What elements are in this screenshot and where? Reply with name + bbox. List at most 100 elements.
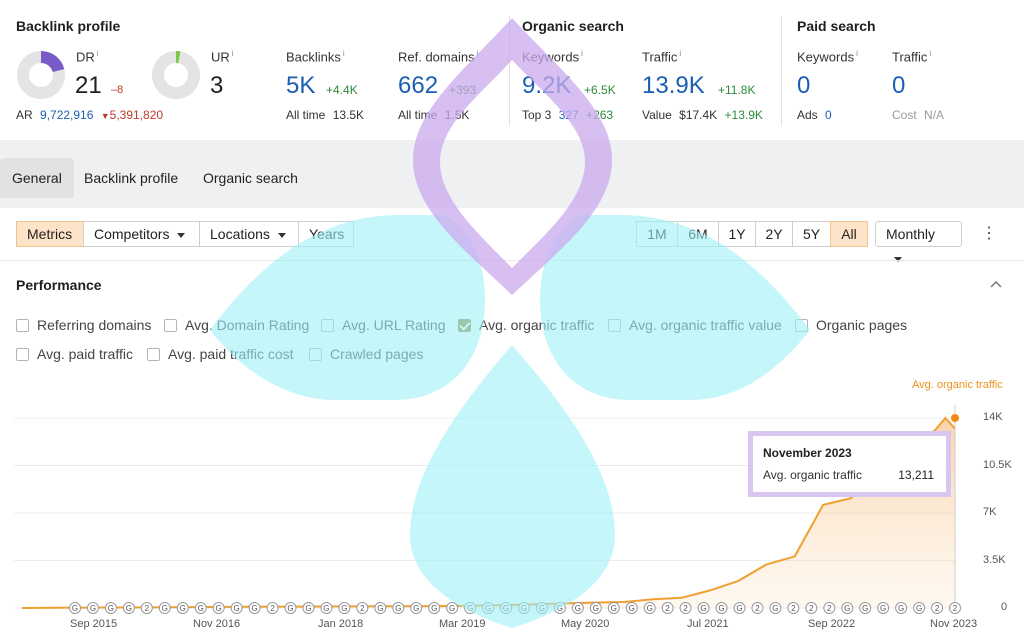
range-1m-button[interactable]: 1M (636, 221, 678, 247)
annotation-marker[interactable]: G (194, 602, 207, 614)
checkbox-icon[interactable] (147, 348, 160, 361)
annotation-marker[interactable]: G (913, 602, 926, 614)
annotation-marker[interactable]: G (589, 602, 602, 614)
info-icon[interactable]: i (342, 49, 345, 58)
data-point[interactable] (951, 414, 959, 422)
annotation-marker[interactable]: G (158, 602, 171, 614)
info-icon[interactable]: i (679, 49, 682, 58)
annotation-marker[interactable]: G (212, 602, 225, 614)
range-all-button[interactable]: All (830, 221, 868, 247)
annotation-marker[interactable]: 2 (931, 602, 944, 614)
info-icon[interactable]: i (581, 49, 583, 58)
range-2y-button[interactable]: 2Y (755, 221, 793, 247)
annotation-marker[interactable]: G (643, 602, 656, 614)
range-5y-button[interactable]: 5Y (792, 221, 831, 247)
annotation-marker[interactable]: G (248, 602, 261, 614)
checkbox-referring-domains[interactable]: Referring domains (16, 316, 151, 334)
annotation-marker[interactable]: G (571, 602, 584, 614)
annotation-marker[interactable]: 2 (266, 602, 279, 614)
annotation-marker[interactable]: G (338, 602, 351, 614)
checkbox-icon[interactable] (164, 319, 177, 332)
info-icon[interactable]: i (231, 49, 234, 58)
annotation-marker[interactable]: 2 (949, 602, 961, 614)
annotation-marker[interactable]: G (553, 602, 566, 614)
tab-organic-search[interactable]: Organic search (203, 170, 298, 186)
ar-value[interactable]: 9,722,916 (40, 108, 94, 122)
locations-dropdown[interactable]: Locations (199, 221, 299, 247)
years-button[interactable]: Years (298, 221, 354, 247)
annotation-marker[interactable]: 2 (140, 602, 153, 614)
ref-domains-value[interactable]: 662 (398, 72, 439, 99)
checkbox-avg-organic-traffic[interactable]: Avg. organic traffic (458, 316, 594, 334)
annotation-marker[interactable]: 2 (805, 602, 818, 614)
annotation-marker[interactable]: G (176, 602, 189, 614)
annotation-marker[interactable]: G (230, 602, 243, 614)
annotation-marker[interactable]: G (86, 602, 99, 614)
annotation-marker[interactable]: G (446, 602, 459, 614)
annotation-marker[interactable]: G (841, 602, 854, 614)
annotation-marker[interactable]: G (769, 602, 782, 614)
annotation-marker[interactable]: G (895, 602, 908, 614)
checkbox-avg-organic-traffic-value[interactable]: Avg. organic traffic value (608, 316, 782, 334)
annotation-marker[interactable]: G (733, 602, 746, 614)
checkbox-organic-pages[interactable]: Organic pages (795, 316, 907, 334)
paid-keywords-value[interactable]: 0 (797, 72, 811, 99)
annotation-marker[interactable]: G (104, 602, 117, 614)
annotation-marker[interactable]: 2 (661, 602, 674, 614)
annotation-marker[interactable]: G (625, 602, 638, 614)
competitors-dropdown[interactable]: Competitors (83, 221, 200, 247)
checkbox-icon[interactable] (321, 319, 334, 332)
info-icon[interactable]: i (96, 49, 99, 58)
annotation-marker[interactable]: G (374, 602, 387, 614)
annotation-marker[interactable]: G (69, 602, 81, 614)
paid-traffic-value[interactable]: 0 (892, 72, 906, 99)
checkbox-icon[interactable] (795, 319, 808, 332)
annotation-marker[interactable]: 2 (787, 602, 800, 614)
checkbox-avg-paid-traffic-cost[interactable]: Avg. paid traffic cost (147, 345, 294, 363)
checkbox-icon[interactable] (608, 319, 621, 332)
checkbox-icon[interactable] (309, 348, 322, 361)
annotation-marker[interactable]: G (284, 602, 297, 614)
tab-general[interactable]: General (0, 158, 74, 198)
checkbox-icon[interactable] (16, 348, 29, 361)
range-1y-button[interactable]: 1Y (718, 221, 756, 247)
annotation-marker[interactable]: G (302, 602, 315, 614)
annotation-marker[interactable]: G (500, 602, 513, 614)
organic-keywords-value[interactable]: 9.2K (522, 72, 572, 99)
annotation-marker[interactable]: G (464, 602, 477, 614)
checkbox-icon[interactable] (16, 319, 29, 332)
annotation-marker[interactable]: G (392, 602, 405, 614)
organic-traffic-value[interactable]: 13.9K (642, 72, 705, 99)
metrics-button[interactable]: Metrics (16, 221, 84, 247)
interval-dropdown[interactable]: Monthly (875, 221, 962, 262)
annotation-marker[interactable]: G (517, 602, 530, 614)
tab-backlink-profile[interactable]: Backlink profile (84, 170, 179, 186)
annotation-marker[interactable]: 2 (356, 602, 369, 614)
annotation-marker[interactable]: G (482, 602, 495, 614)
annotation-marker[interactable]: 2 (823, 602, 836, 614)
annotation-marker[interactable]: G (535, 602, 548, 614)
kebab-menu-icon[interactable]: ⋮ (981, 225, 997, 242)
info-icon[interactable]: i (856, 49, 858, 58)
annotation-marker[interactable]: G (122, 602, 135, 614)
annotation-marker[interactable]: G (410, 602, 423, 614)
annotation-marker[interactable]: G (320, 602, 333, 614)
checkbox-avg-paid-traffic[interactable]: Avg. paid traffic (16, 345, 133, 363)
chevron-up-icon[interactable] (989, 279, 1003, 289)
annotation-marker[interactable]: G (428, 602, 441, 614)
checkbox-avg-domain-rating[interactable]: Avg. Domain Rating (164, 316, 309, 334)
annotation-marker[interactable]: 2 (751, 602, 764, 614)
info-icon[interactable]: i (476, 49, 479, 58)
annotation-marker[interactable]: G (697, 602, 710, 614)
checkbox-checked-icon[interactable] (458, 319, 471, 332)
annotation-marker[interactable]: G (607, 602, 620, 614)
range-6m-button[interactable]: 6M (677, 221, 719, 247)
backlinks-value[interactable]: 5K (286, 72, 316, 99)
annotation-marker[interactable]: G (877, 602, 890, 614)
annotation-marker[interactable]: G (859, 602, 872, 614)
annotation-marker[interactable]: 2 (679, 602, 692, 614)
checkbox-crawled-pages[interactable]: Crawled pages (309, 345, 423, 363)
checkbox-avg-url-rating[interactable]: Avg. URL Rating (321, 316, 446, 334)
annotation-marker[interactable]: G (715, 602, 728, 614)
info-icon[interactable]: i (929, 49, 932, 58)
